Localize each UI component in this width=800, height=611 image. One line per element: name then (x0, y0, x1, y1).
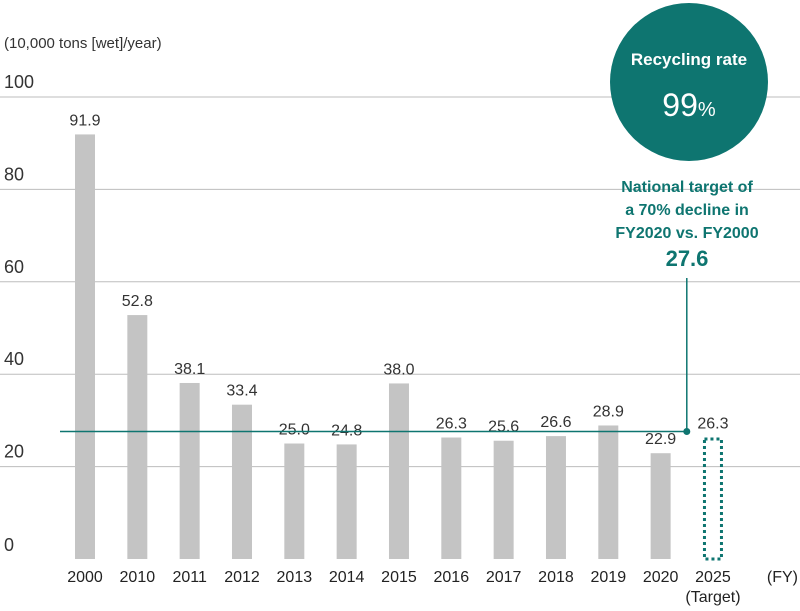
y-axis-ticks: 0 20 40 60 80 100 (4, 72, 34, 555)
bar (179, 382, 200, 559)
value-label: 25.6 (488, 419, 519, 436)
y-tick-label: 80 (4, 164, 24, 184)
bar (231, 404, 252, 559)
bars (75, 134, 723, 561)
bar (388, 383, 409, 559)
value-label: 38.0 (383, 361, 414, 378)
reference-line-group: National target of a 70% decline in FY2020… (60, 179, 759, 435)
bar (127, 315, 148, 559)
y-tick-label: 60 (4, 257, 24, 277)
x-tick-label: 2019 (591, 569, 627, 586)
value-label: 52.8 (122, 293, 153, 310)
x-tick-label: 2014 (329, 569, 365, 586)
bar (284, 443, 305, 559)
x-tick-label: 2010 (120, 569, 156, 586)
x-tick-label: 2000 (67, 569, 103, 586)
bar (598, 425, 619, 559)
target-bar (702, 437, 723, 561)
badge-value-text: 99% (662, 87, 716, 123)
bar (75, 134, 95, 559)
y-tick-label: 0 (4, 535, 14, 555)
bar (650, 453, 671, 559)
y-tick-label: 40 (4, 349, 24, 369)
reference-marker (683, 427, 691, 435)
value-label: 28.9 (593, 403, 624, 420)
y-tick-label: 20 (4, 442, 24, 462)
badge-label: Recycling rate (631, 50, 747, 69)
reference-annotation-line: FY2020 vs. FY2000 (615, 225, 758, 242)
y-axis-label: (10,000 tons [wet]/year) (4, 35, 162, 52)
badge-unit: % (698, 99, 716, 121)
reference-annotation-line: a 70% decline in (625, 202, 749, 219)
reference-annotation-line: National target of (621, 179, 753, 196)
x-tick-label: 2017 (486, 569, 522, 586)
recycling-rate-badge: Recycling rate 99% (610, 3, 768, 161)
x-axis-ticks: 2000 2010 2011 2012 2013 2014 2015 2016 2017 2018… (67, 569, 740, 606)
x-tick-label: 2015 (381, 569, 417, 586)
bar (441, 437, 462, 559)
value-label: 26.3 (697, 415, 728, 432)
value-label: 38.1 (174, 361, 205, 378)
bar (493, 440, 514, 559)
x-tick-label: 2020 (643, 569, 679, 586)
reference-value-label: 27.6 (666, 246, 709, 271)
y-tick-label: 100 (4, 72, 34, 92)
badge-value: 99 (662, 87, 698, 123)
x-tick-label: 2018 (538, 569, 574, 586)
bar (336, 444, 357, 559)
x-axis-label: (FY) (767, 569, 798, 586)
value-label: 26.6 (540, 414, 571, 431)
x-tick-label: 2011 (172, 569, 207, 586)
value-label: 25.0 (279, 422, 310, 439)
value-label: 22.9 (645, 431, 676, 448)
bar (545, 436, 566, 559)
value-label: 91.9 (69, 112, 100, 129)
x-tick-label: 2016 (434, 569, 470, 586)
x-tick-label: 2012 (224, 569, 260, 586)
value-label: 33.4 (226, 383, 257, 400)
badge-circle (610, 3, 768, 161)
x-tick-label: 2013 (277, 569, 313, 586)
x-tick-label: 2025 (695, 569, 731, 586)
x-tick-sublabel: (Target) (685, 589, 740, 606)
value-label: 26.3 (436, 415, 467, 432)
